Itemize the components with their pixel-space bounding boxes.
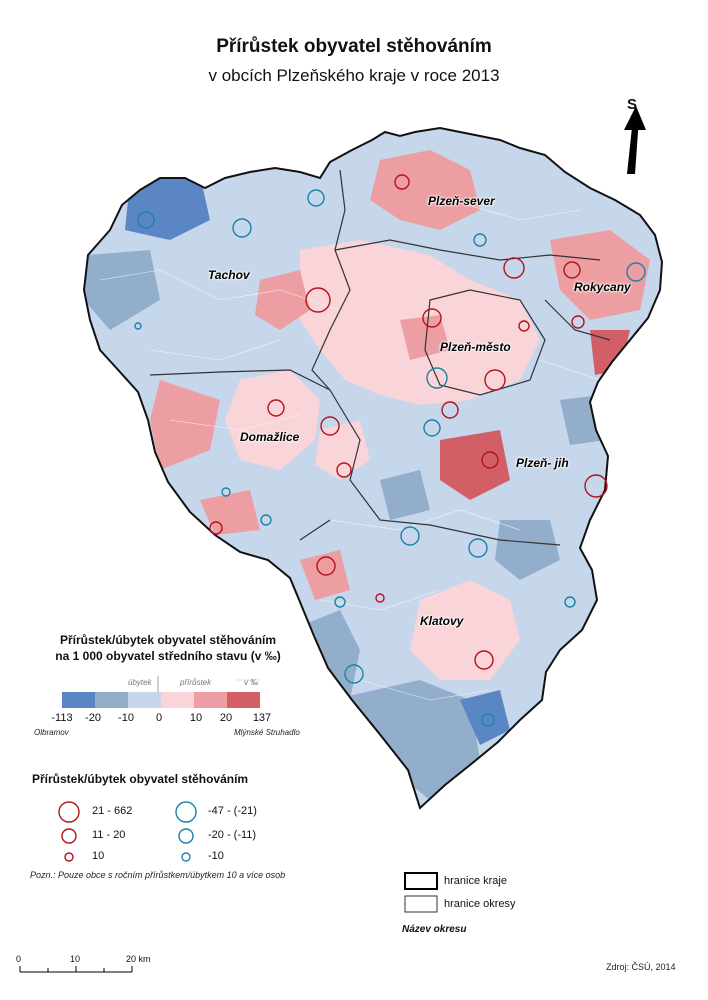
circle-positive-medium (441, 401, 459, 419)
legend-negative-large-circle (175, 801, 197, 823)
circle-positive-medium (422, 308, 442, 328)
legend-positive-medium-circle (61, 828, 77, 844)
circle-positive-small (518, 320, 530, 332)
legend-ramp-label: 20 (219, 712, 233, 724)
circle-negative-small (481, 713, 495, 727)
circle-positive-large (503, 257, 525, 279)
legend-ramp-label: -113 (51, 712, 73, 724)
scale-bar (19, 966, 133, 973)
circle-negative-large (400, 526, 420, 546)
legend-kraj-boundary-label: hranice kraje (444, 875, 507, 887)
circle-positive-medium (336, 462, 352, 478)
legend-positive-label: 21 - 662 (92, 805, 133, 817)
legend-ramp-label: 10 (189, 712, 203, 724)
circle-negative-small (564, 596, 576, 608)
legend-symbols (58, 801, 197, 862)
circle-positive-large (305, 287, 331, 313)
district-boundaries (149, 169, 611, 546)
map-subtitle: v obcích Plzeňského kraje v roce 2013 (208, 66, 500, 85)
circle-positive-medium (394, 174, 410, 190)
circle-negative-large (626, 262, 646, 282)
legend-color-swatch (95, 692, 128, 708)
circle-negative-medium (423, 419, 441, 437)
legend-rate-title-line1: Přírůstek/úbytek obyvatel stěhováním (59, 633, 277, 647)
legend-positive-label: 11 - 20 (92, 829, 126, 841)
municipality-borders (99, 199, 601, 701)
legend-ramp-label: 0 (155, 712, 163, 724)
legend-ramp-label: -10 (118, 712, 134, 724)
legend-color-swatch (194, 692, 227, 708)
circle-negative-large (344, 664, 364, 684)
circle-positive-large (474, 650, 494, 670)
legend-rate-title: Přírůstek/úbytek obyvatel stěhováním na … (48, 632, 288, 664)
legend-negative-small-circle (181, 852, 191, 862)
legend-kraj-boundary-swatch (404, 872, 438, 890)
circle-negative-small (260, 514, 272, 526)
circle-positive-small (209, 521, 223, 535)
legend-okres-boundary-swatch (404, 895, 438, 913)
okres-label-rokycany: Rokycany (574, 280, 631, 294)
circle-negative-medium (307, 189, 325, 207)
legend-negative-medium-circle (178, 828, 194, 844)
okres-label-klatovy: Klatovy (420, 614, 464, 628)
legend-min-municipality: Olbramov (34, 728, 69, 737)
legend-color-ramp (62, 692, 260, 708)
legend-max-municipality: Mlýnské Struhadlo (234, 728, 300, 737)
circle-negative-small (134, 322, 142, 330)
legend-ubytek-label: úbytek (128, 678, 152, 687)
migration-circles (134, 174, 646, 727)
legend-positive-small-circle (64, 852, 74, 862)
legend-okres-name-label: Název okresu (402, 924, 467, 935)
circle-positive-large (484, 369, 506, 391)
legend-abs-title: Přírůstek/úbytek obyvatel stěhováním (32, 772, 249, 786)
scalebar-label-0: 0 (16, 954, 22, 964)
source-credit: Zdroj: ČSÚ, 2014 (606, 962, 676, 972)
legend-unit-label: v ‰ (244, 678, 259, 687)
circle-negative-small (334, 596, 346, 608)
legend-positive-label: 10 (92, 850, 105, 862)
circle-negative-large (468, 538, 488, 558)
circle-negative-large (426, 367, 448, 389)
legend-color-swatch (227, 692, 260, 708)
legend-negative-label: -20 - (-11) (208, 829, 257, 841)
okres-label-plzen-jih: Plzeň- jih (516, 456, 569, 470)
circle-positive-large (584, 474, 608, 498)
circle-negative-large (232, 218, 252, 238)
north-arrow (624, 106, 646, 174)
legend-note: Pozn.: Pouze obce s ročním přírůstkem/úb… (30, 870, 286, 880)
circle-positive-medium (320, 416, 340, 436)
region-boundary (82, 126, 664, 810)
legend-okres-boundary-label: hranice okresy (444, 898, 516, 910)
circle-positive-medium (481, 451, 499, 469)
okres-label-plzen-mesto: Plzeň-město (440, 340, 511, 354)
okres-label-tachov: Tachov (208, 268, 250, 282)
legend-positive-large-circle (58, 801, 80, 823)
legend-prirustek-label: přírůstek (180, 678, 212, 687)
circle-negative-small (221, 487, 231, 497)
legend-ramp-label: 137 (252, 712, 272, 724)
circle-positive-small (571, 315, 585, 329)
legend-color-swatch (62, 692, 95, 708)
map-title: Přírůstek obyvatel stěhováním (216, 36, 492, 57)
circle-positive-medium (316, 556, 336, 576)
north-label: S (627, 96, 638, 113)
circle-negative-medium (137, 211, 155, 229)
scalebar-label-10: 10 (70, 954, 81, 964)
circle-positive-medium (267, 399, 285, 417)
circle-positive-medium (563, 261, 581, 279)
legend-negative-label: -10 (208, 850, 224, 862)
legend-negative-label: -47 - (-21) (208, 805, 257, 817)
circle-positive-small (375, 593, 385, 603)
legend-color-swatch (128, 692, 161, 708)
circle-negative-small (473, 233, 487, 247)
scalebar-label-20: 20 km (126, 954, 151, 964)
legend-color-swatch (161, 692, 194, 708)
legend-rate-title-line2: na 1 000 obyvatel středního stavu (v ‰) (55, 649, 281, 663)
okres-label-domazlice: Domažlice (240, 430, 300, 444)
legend-ramp-label: -20 (85, 712, 101, 724)
okres-label-plzen-sever: Plzeň-sever (428, 194, 495, 208)
